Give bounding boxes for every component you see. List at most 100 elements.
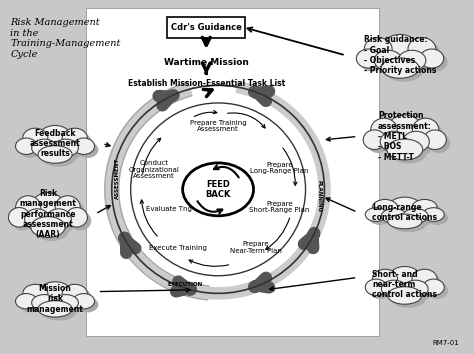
Ellipse shape (43, 285, 75, 307)
Ellipse shape (412, 199, 437, 216)
Ellipse shape (382, 280, 407, 298)
Ellipse shape (369, 282, 391, 299)
Ellipse shape (62, 284, 87, 303)
Text: Long-range
control actions: Long-range control actions (372, 202, 438, 222)
Ellipse shape (57, 143, 82, 160)
Ellipse shape (32, 193, 64, 220)
Ellipse shape (382, 209, 407, 223)
Text: Mission
risk
management: Mission risk management (27, 284, 83, 314)
Ellipse shape (19, 142, 41, 158)
Ellipse shape (39, 125, 71, 148)
Ellipse shape (27, 132, 52, 152)
Ellipse shape (388, 115, 422, 142)
Ellipse shape (369, 211, 391, 225)
Text: Prepare
Short-Range Plan: Prepare Short-Range Plan (249, 201, 310, 213)
Ellipse shape (43, 129, 75, 152)
Text: Evaluate Tng: Evaluate Tng (146, 206, 191, 212)
Text: Establish Mission-Essential Task List: Establish Mission-Essential Task List (128, 79, 285, 88)
Ellipse shape (385, 284, 410, 301)
Ellipse shape (371, 118, 397, 142)
Ellipse shape (407, 212, 432, 227)
Ellipse shape (412, 118, 439, 142)
Ellipse shape (382, 34, 418, 61)
Ellipse shape (392, 218, 426, 232)
Ellipse shape (416, 203, 441, 219)
Ellipse shape (36, 143, 61, 160)
Ellipse shape (403, 131, 429, 152)
Ellipse shape (73, 293, 94, 309)
Ellipse shape (420, 49, 444, 68)
Ellipse shape (57, 298, 82, 314)
Ellipse shape (373, 199, 398, 216)
Ellipse shape (112, 85, 324, 293)
Ellipse shape (380, 131, 407, 152)
Ellipse shape (427, 211, 448, 225)
Ellipse shape (428, 133, 450, 153)
Text: ASSESSMENT: ASSESSMENT (115, 158, 120, 199)
Ellipse shape (66, 132, 91, 152)
Ellipse shape (31, 217, 65, 238)
Ellipse shape (388, 287, 422, 304)
Ellipse shape (423, 279, 444, 296)
Text: PLANNING: PLANNING (316, 180, 321, 212)
Ellipse shape (77, 297, 98, 312)
Ellipse shape (416, 273, 441, 292)
Ellipse shape (402, 54, 429, 74)
Ellipse shape (374, 122, 401, 145)
Text: Conduct
Organizational
Assessment: Conduct Organizational Assessment (129, 160, 180, 179)
Ellipse shape (391, 143, 427, 164)
Ellipse shape (66, 288, 91, 306)
Ellipse shape (50, 212, 75, 233)
Text: Execute Training: Execute Training (149, 245, 207, 251)
Ellipse shape (365, 38, 392, 61)
Text: Prepare Training
Assessment: Prepare Training Assessment (190, 120, 246, 132)
Ellipse shape (28, 212, 54, 233)
Ellipse shape (360, 52, 384, 72)
Text: Risk
management
performance
assessment
(AAR): Risk management performance assessment (… (19, 189, 76, 239)
Ellipse shape (392, 270, 425, 293)
Ellipse shape (27, 288, 52, 306)
Ellipse shape (392, 201, 425, 220)
Ellipse shape (374, 50, 402, 70)
Text: Risk Management
in the
Training-Management
Cycle: Risk Management in the Training-Manageme… (10, 18, 120, 58)
Ellipse shape (55, 196, 80, 219)
Ellipse shape (38, 301, 72, 317)
Ellipse shape (59, 199, 84, 223)
Ellipse shape (385, 212, 410, 227)
Ellipse shape (46, 209, 71, 230)
Ellipse shape (408, 38, 436, 61)
Ellipse shape (412, 41, 439, 64)
FancyBboxPatch shape (86, 8, 379, 336)
Text: Cdr's Guidance: Cdr's Guidance (171, 23, 242, 32)
Ellipse shape (53, 295, 78, 311)
Ellipse shape (398, 50, 426, 70)
Ellipse shape (39, 282, 71, 303)
Text: Risk guidance:
- Goal
- Objectives
- Priority actions: Risk guidance: - Goal - Objectives - Pri… (364, 35, 436, 75)
Text: Protection
assessment:
- METL
- BOS
- METT-T: Protection assessment: - METL - BOS - ME… (378, 111, 432, 162)
Ellipse shape (407, 135, 433, 156)
Ellipse shape (70, 211, 91, 230)
Ellipse shape (416, 122, 443, 145)
Ellipse shape (389, 197, 421, 216)
Ellipse shape (378, 54, 406, 74)
Ellipse shape (387, 139, 423, 160)
Ellipse shape (386, 38, 422, 64)
Text: Prepare
Long-Range Plan: Prepare Long-Range Plan (250, 162, 309, 175)
Ellipse shape (36, 298, 61, 314)
Ellipse shape (365, 208, 387, 222)
Ellipse shape (367, 133, 390, 153)
Circle shape (182, 163, 254, 216)
Ellipse shape (62, 128, 87, 148)
Ellipse shape (365, 279, 387, 296)
Text: Short- and
near-term
control actions: Short- and near-term control actions (372, 270, 438, 299)
Ellipse shape (388, 214, 422, 229)
Ellipse shape (376, 203, 401, 219)
Text: Wartime Mission: Wartime Mission (164, 58, 249, 67)
Text: Feedback
assessment
results: Feedback assessment results (30, 129, 81, 158)
Text: FEED
BACK: FEED BACK (205, 179, 231, 199)
Ellipse shape (373, 269, 398, 289)
Ellipse shape (368, 41, 396, 64)
Ellipse shape (424, 130, 447, 149)
Ellipse shape (363, 130, 386, 149)
Ellipse shape (12, 211, 34, 230)
